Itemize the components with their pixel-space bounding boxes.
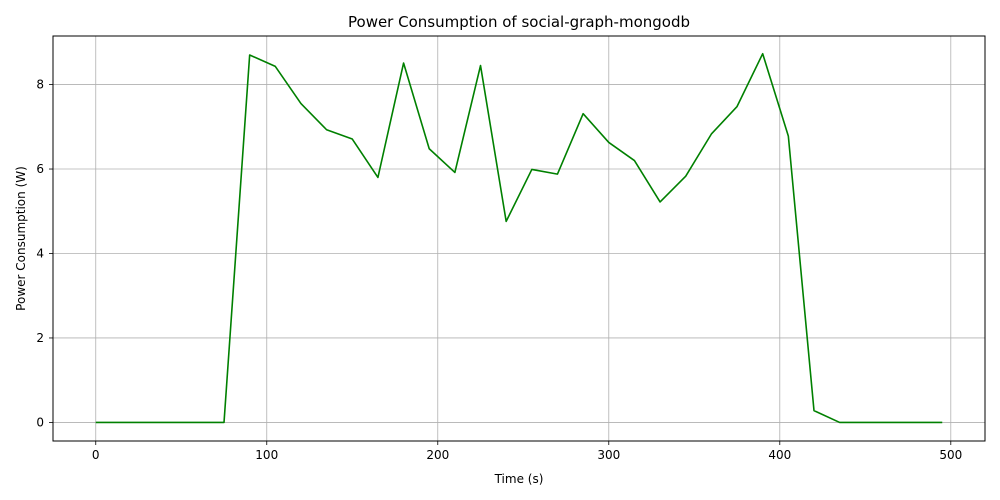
series-layer [95, 52, 943, 424]
y-axis-label: Power Consumption (W) [14, 166, 28, 311]
series-line [95, 52, 943, 424]
x-tick-label: 400 [768, 448, 791, 462]
x-tick-label: 0 [92, 448, 100, 462]
x-axis-label: Time (s) [494, 472, 544, 486]
plot-frame [52, 35, 986, 442]
x-tick-label: 300 [597, 448, 620, 462]
y-tick-label: 0 [36, 415, 44, 429]
x-tick-label: 100 [255, 448, 278, 462]
y-tick-label: 2 [36, 331, 44, 345]
y-axis-ticks: 0 2 4 6 8 [36, 78, 53, 429]
x-tick-label: 200 [426, 448, 449, 462]
x-tick-label: 500 [939, 448, 962, 462]
y-tick-label: 6 [36, 162, 44, 176]
y-tick-label: 8 [36, 78, 44, 92]
x-axis-ticks: 0 100 200 300 400 500 [92, 441, 962, 462]
y-tick-label: 4 [36, 246, 44, 260]
chart-title: Power Consumption of social-graph-mongod… [348, 13, 690, 31]
